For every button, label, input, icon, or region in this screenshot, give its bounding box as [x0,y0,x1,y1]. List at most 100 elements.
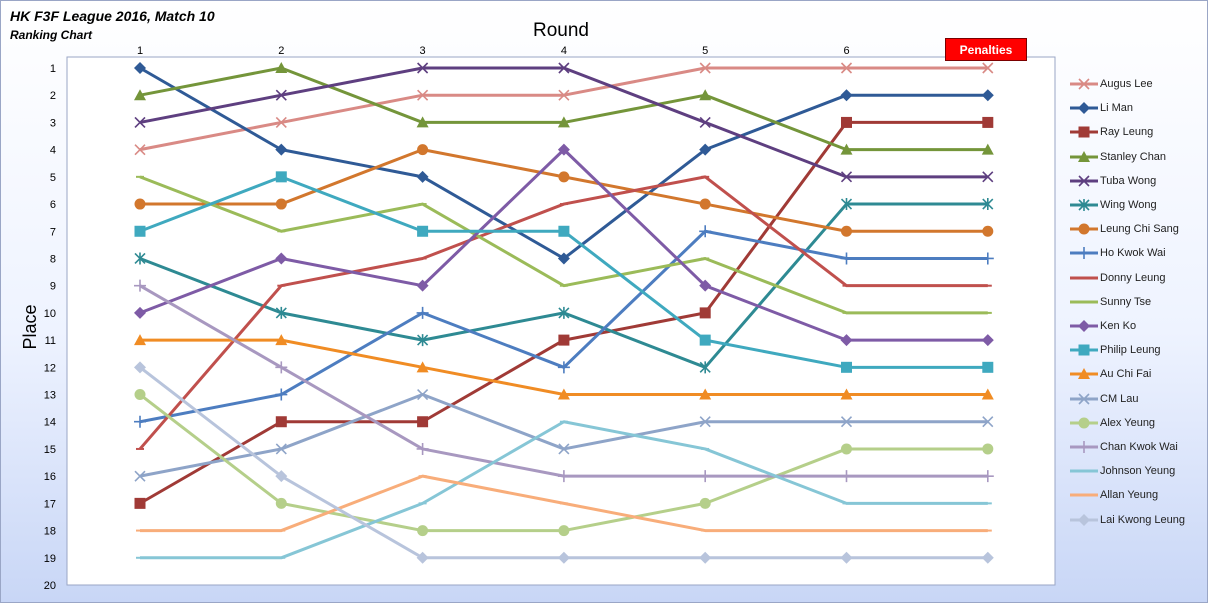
legend-item: Allan Yeung [1068,485,1158,505]
data-point [558,443,570,455]
legend-item: Donny Leung [1068,268,1165,288]
data-point [558,225,570,237]
data-point [134,198,146,210]
data-point [416,442,429,455]
data-point [134,389,146,401]
data-point [981,143,994,155]
legend-swatch [1070,320,1098,332]
legend-label: Lai Kwong Leung [1100,513,1186,526]
data-point [275,306,287,319]
series-stanley-chan [134,62,994,155]
legend-item: Tuba Wong [1068,171,1156,191]
legend-item: Chan Kwok Wai [1068,437,1178,457]
legend-swatch [1070,276,1098,280]
y-tick-label: 2 [50,90,56,102]
legend-item: Li Man [1068,98,1133,118]
data-point [275,443,287,455]
legend-swatch [1070,199,1098,211]
data-point [1078,320,1090,332]
y-tick-label: 20 [44,580,56,592]
series-donny-leung [136,175,992,450]
data-point [699,143,712,156]
y-tick-label: 10 [44,308,56,320]
legend-item: Ho Kwok Wai [1068,243,1166,263]
y-tick-label: 16 [44,471,56,483]
legend-item: Johnson Yeung [1068,461,1175,481]
y-tick-label: 9 [50,281,56,293]
legend-label: Johnson Yeung [1100,465,1176,478]
data-point [134,361,146,374]
data-point [981,252,994,265]
data-point [982,198,994,211]
data-point [275,89,287,101]
data-point [275,116,287,128]
data-point [841,361,852,373]
data-point [1078,247,1090,260]
data-point [981,551,994,564]
legend-label: CM Lau [1100,392,1139,405]
legend-swatch [1070,150,1098,162]
legend-label: Tuba Wong [1100,174,1157,187]
data-point [982,171,994,183]
series-alex-yeung [134,389,994,537]
data-point [1078,417,1090,429]
x-tick-label: 2 [278,45,284,57]
series-ho-kwok-wai [134,225,994,428]
y-axis-title: Place [20,304,40,349]
legend-swatch [1070,78,1098,90]
legend-swatch [1070,175,1098,187]
legend-swatch [1070,469,1098,473]
data-point [275,388,288,401]
legend-label: Sunny Tse [1100,295,1152,308]
data-point [699,198,711,210]
legend-item: Au Chi Fai [1068,364,1151,384]
data-point [840,62,853,74]
data-point [134,89,146,101]
series-augus-lee [134,62,994,156]
data-point [558,171,570,183]
legend-label: Ray Leung [1100,126,1154,139]
legend-label: Augus Lee [1100,78,1153,90]
data-point [417,388,429,401]
series-wing-wong [134,198,994,374]
data-point [134,334,146,346]
data-point [1078,441,1090,453]
y-tick-label: 19 [44,553,56,565]
legend-item: Ray Leung [1068,122,1153,142]
legend-label: Chan Kwok Wai [1100,441,1178,453]
data-point [982,443,994,455]
legend-label: Wing Wong [1100,199,1157,211]
data-point [416,116,429,128]
legend-swatch [1070,300,1098,304]
series-li-man [134,62,994,265]
data-point [416,361,429,373]
legend-label: Ken Ko [1100,320,1137,332]
data-point [275,62,288,73]
data-point [417,416,429,428]
y-tick-label: 18 [44,526,56,538]
data-point [416,306,429,319]
data-point [1078,344,1090,356]
data-point [1078,393,1090,405]
y-tick-label: 14 [44,417,56,429]
y-tick-label: 6 [50,199,56,211]
data-point [1078,368,1090,380]
legend-swatch [1070,393,1098,405]
data-point [417,62,429,74]
legend-swatch [1070,247,1098,260]
legend-swatch [1070,513,1098,526]
data-point [134,62,146,74]
x-tick-label: 5 [702,45,708,57]
data-point [275,171,287,183]
legend-label: Li Man [1100,102,1134,115]
y-tick-label: 1 [50,63,56,75]
series-chan-kwok-wai [134,279,994,483]
legend-label: Stanley Chan [1100,150,1167,163]
data-point [841,116,852,128]
series-sunny-tse [136,175,992,315]
data-point [417,144,429,156]
y-tick-label: 4 [50,145,56,157]
y-tick-label: 3 [50,117,56,129]
data-point [275,361,288,374]
